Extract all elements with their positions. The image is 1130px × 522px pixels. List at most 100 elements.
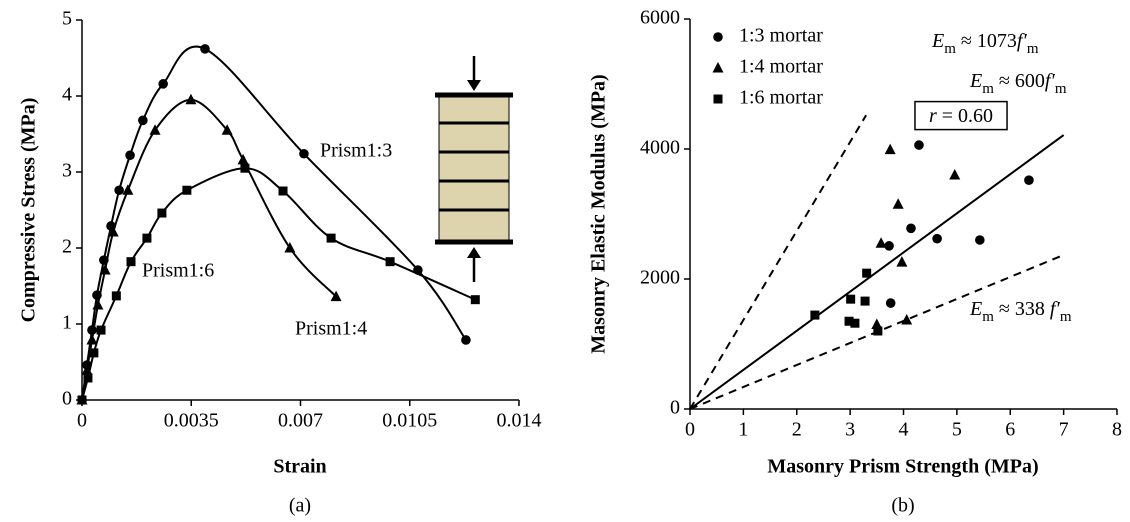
marker (284, 242, 296, 253)
y-tick-label: 5 (62, 8, 72, 30)
x-tick-label: 0.007 (278, 410, 323, 432)
marker (862, 268, 872, 278)
marker (846, 294, 856, 304)
marker (158, 79, 168, 89)
marker (884, 241, 894, 251)
annotation-part: r (929, 105, 937, 127)
marker (92, 299, 104, 310)
x-tick-label: 0 (77, 410, 87, 432)
annotation-part: m (1060, 309, 1072, 325)
marker (461, 335, 471, 345)
marker (330, 290, 342, 302)
marker (185, 93, 197, 105)
marker (470, 295, 480, 305)
annotation-part: E (969, 70, 982, 92)
marker (126, 257, 136, 267)
annotation: Em ≈ 1073f′m (931, 30, 1039, 58)
annotation-part: ≈ 338 (994, 298, 1050, 320)
y-tick-label: 6000 (640, 7, 680, 29)
marker (107, 226, 119, 237)
curve-label: Prism1:3 (320, 140, 392, 162)
y-tick-label: 4000 (640, 137, 680, 159)
annotation-part: ≈ 1073 (956, 30, 1017, 52)
x-tick-label: 7 (1059, 419, 1069, 441)
marker (99, 264, 111, 275)
legend-marker (712, 62, 724, 73)
marker (884, 143, 896, 155)
x-tick-label: 0 (685, 419, 695, 441)
annotation-box (914, 100, 1008, 131)
marker (111, 291, 121, 301)
marker (873, 326, 883, 336)
annotation: Em ≈ 600f′m (969, 70, 1067, 98)
caption: (b) (891, 495, 914, 517)
prism-icon (435, 56, 513, 282)
marker (149, 124, 161, 135)
y-axis-title: Masonry Elastic Modulus (MPa) (588, 74, 610, 353)
marker (221, 124, 233, 135)
marker (906, 223, 916, 234)
fit-line (689, 134, 1065, 410)
marker (896, 256, 908, 267)
y-tick-label: 3 (62, 160, 72, 182)
annotation-part: m (982, 81, 994, 97)
marker (96, 325, 106, 335)
annotation-part: ≈ 600 (994, 70, 1045, 92)
x-tick-label: 8 (1112, 419, 1122, 441)
marker (949, 169, 961, 180)
annotation-part: E (931, 30, 944, 52)
curve (81, 45, 467, 401)
y-tick-label: 0 (670, 397, 680, 419)
marker (182, 185, 192, 195)
legend-marker (713, 94, 723, 104)
marker (125, 150, 135, 161)
marker (810, 310, 820, 320)
marker (157, 208, 167, 218)
marker (892, 198, 904, 209)
annotation-part: m (944, 41, 956, 57)
marker (844, 316, 854, 326)
legend-label: 1:3 mortar (739, 25, 823, 47)
annotation-part: m (982, 309, 994, 325)
marker (114, 185, 124, 196)
legend-label: 1:4 mortar (739, 56, 823, 78)
marker (1024, 175, 1034, 185)
annotation-part: f′ (1045, 70, 1056, 92)
y-tick-label: 2 (62, 236, 72, 258)
y-tick-label: 1 (62, 312, 72, 334)
y-axis-title: Compressive Stress (MPa) (18, 98, 40, 323)
marker (901, 313, 913, 325)
curve (81, 167, 476, 401)
annotation: Em ≈ 338 f′m (969, 298, 1072, 326)
marker (860, 296, 870, 306)
legend-label: 1:6 mortar (739, 87, 823, 109)
marker (932, 233, 942, 244)
marker (200, 44, 210, 54)
marker (86, 333, 98, 345)
x-tick-label: 2 (792, 419, 802, 441)
marker (875, 237, 887, 248)
marker (885, 298, 896, 308)
marker (122, 184, 134, 195)
x-axis-title: Masonry Prism Strength (MPa) (767, 456, 1038, 478)
marker (278, 186, 288, 196)
marker (385, 257, 395, 267)
annotation-part: E (969, 298, 982, 320)
marker (89, 348, 99, 358)
annotation-part: f′ (1017, 30, 1028, 52)
caption: (a) (289, 495, 311, 517)
marker (237, 153, 249, 165)
x-axis-title: Strain (273, 456, 326, 478)
curve (81, 98, 337, 401)
x-tick-label: 1 (738, 419, 748, 441)
marker (871, 318, 883, 329)
curve-label: Prism1:4 (295, 318, 367, 340)
x-tick-label: 3 (845, 419, 855, 441)
marker (87, 325, 97, 335)
x-tick-label: 6 (1005, 419, 1015, 441)
x-tick-label: 5 (952, 419, 962, 441)
annotation-part: m (1055, 81, 1067, 97)
annotation-part: = 0.60 (937, 105, 993, 127)
y-tick-label: 0 (62, 388, 72, 410)
marker (299, 148, 309, 159)
